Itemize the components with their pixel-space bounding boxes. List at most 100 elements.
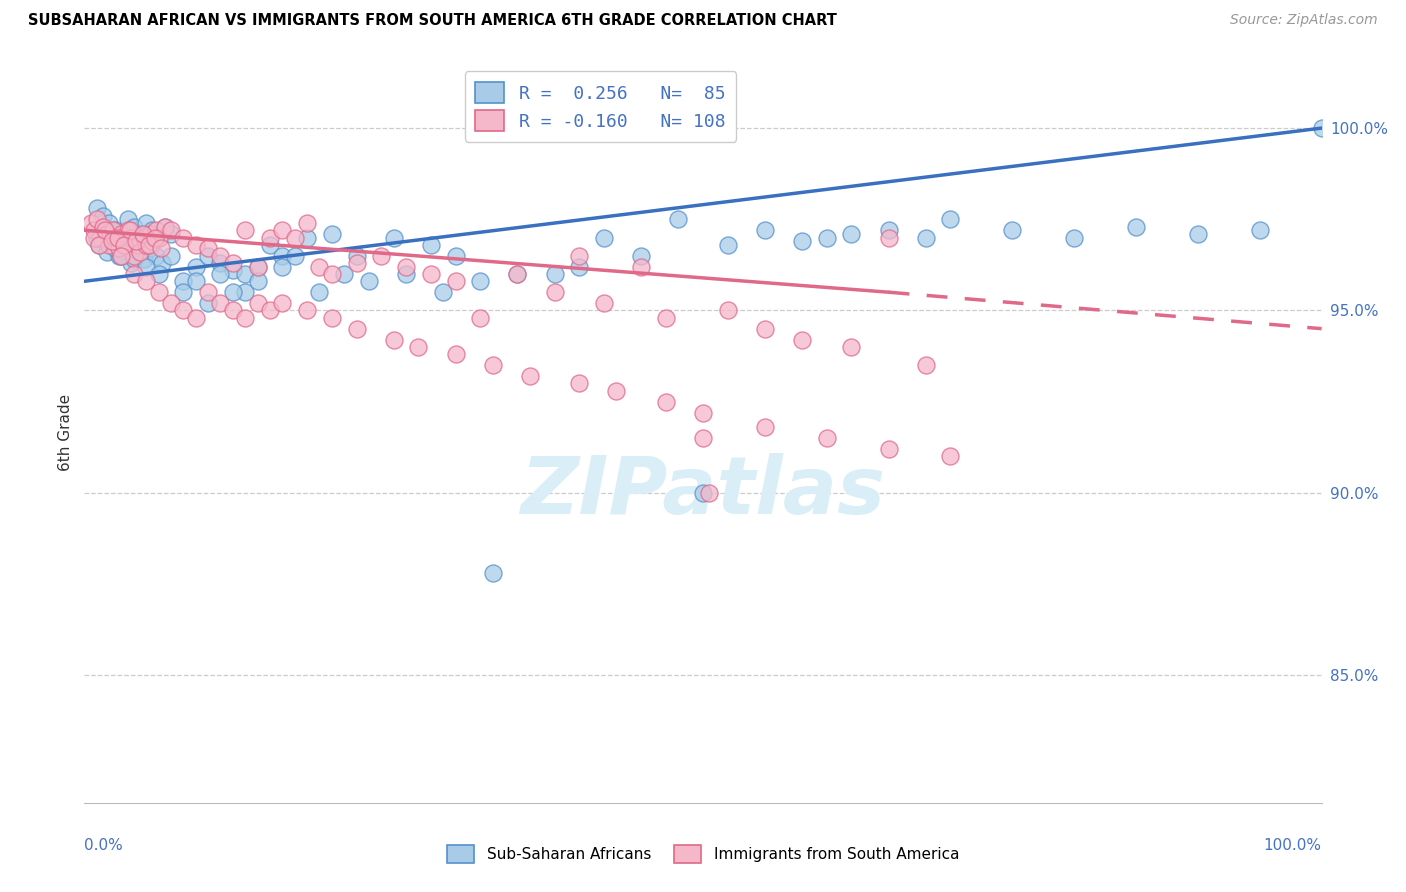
Point: [432, 285, 454, 300]
Text: ZIPatlas: ZIPatlas: [520, 453, 886, 531]
Point: [209, 267, 232, 281]
Point: [246, 296, 269, 310]
Point: [605, 384, 627, 398]
Point: [127, 245, 149, 260]
Point: [209, 296, 232, 310]
Point: [506, 267, 529, 281]
Point: [148, 230, 170, 244]
Point: [89, 237, 111, 252]
Point: [1125, 219, 1147, 234]
Text: SUBSAHARAN AFRICAN VS IMMIGRANTS FROM SOUTH AMERICA 6TH GRADE CORRELATION CHART: SUBSAHARAN AFRICAN VS IMMIGRANTS FROM SO…: [28, 13, 837, 29]
Point: [120, 230, 142, 244]
Point: [246, 274, 269, 288]
Point: [135, 237, 157, 252]
Point: [104, 242, 127, 256]
Point: [86, 230, 108, 244]
Point: [107, 230, 129, 244]
Point: [96, 227, 118, 241]
Point: [148, 267, 170, 281]
Point: [717, 237, 740, 252]
Point: [122, 267, 145, 281]
Point: [127, 237, 149, 252]
Point: [444, 249, 467, 263]
Point: [543, 267, 565, 281]
Point: [86, 202, 108, 216]
Point: [222, 263, 245, 277]
Point: [135, 216, 157, 230]
Point: [233, 310, 256, 325]
Point: [877, 442, 900, 456]
Point: [382, 230, 405, 244]
Point: [91, 209, 114, 223]
Point: [692, 431, 714, 445]
Point: [197, 296, 219, 310]
Point: [172, 274, 194, 288]
Point: [172, 303, 194, 318]
Point: [209, 256, 232, 270]
Text: Source: ZipAtlas.com: Source: ZipAtlas.com: [1230, 13, 1378, 28]
Point: [122, 252, 145, 267]
Point: [308, 260, 330, 274]
Point: [184, 260, 207, 274]
Point: [79, 216, 101, 230]
Text: 100.0%: 100.0%: [1264, 838, 1322, 854]
Point: [395, 267, 418, 281]
Point: [630, 260, 652, 274]
Point: [655, 394, 678, 409]
Point: [346, 321, 368, 335]
Point: [184, 274, 207, 288]
Point: [197, 285, 219, 300]
Point: [284, 249, 307, 263]
Point: [754, 321, 776, 335]
Point: [145, 223, 167, 237]
Point: [141, 234, 163, 248]
Point: [101, 223, 124, 237]
Point: [419, 267, 441, 281]
Point: [568, 376, 591, 391]
Point: [1187, 227, 1209, 241]
Legend: Sub-Saharan Africans, Immigrants from South America: Sub-Saharan Africans, Immigrants from So…: [440, 839, 966, 869]
Point: [222, 303, 245, 318]
Point: [271, 249, 294, 263]
Point: [321, 310, 343, 325]
Point: [110, 249, 132, 263]
Point: [481, 358, 503, 372]
Point: [259, 303, 281, 318]
Point: [382, 333, 405, 347]
Point: [89, 237, 111, 252]
Point: [271, 260, 294, 274]
Point: [1310, 121, 1333, 136]
Point: [321, 267, 343, 281]
Point: [444, 347, 467, 361]
Point: [1063, 230, 1085, 244]
Point: [790, 234, 813, 248]
Point: [135, 274, 157, 288]
Point: [132, 252, 155, 267]
Point: [114, 237, 136, 252]
Point: [139, 242, 162, 256]
Point: [470, 274, 492, 288]
Point: [101, 234, 124, 248]
Point: [98, 237, 121, 252]
Point: [346, 249, 368, 263]
Point: [98, 234, 121, 248]
Point: [91, 219, 114, 234]
Point: [108, 249, 131, 263]
Point: [143, 230, 166, 244]
Point: [94, 223, 117, 237]
Point: [131, 227, 153, 241]
Point: [153, 219, 176, 234]
Point: [104, 223, 127, 237]
Point: [145, 249, 167, 263]
Point: [153, 219, 176, 234]
Point: [271, 296, 294, 310]
Point: [470, 310, 492, 325]
Point: [790, 333, 813, 347]
Point: [419, 237, 441, 252]
Point: [86, 212, 108, 227]
Point: [295, 216, 318, 230]
Point: [89, 230, 111, 244]
Point: [246, 260, 269, 274]
Point: [104, 230, 127, 244]
Point: [914, 230, 936, 244]
